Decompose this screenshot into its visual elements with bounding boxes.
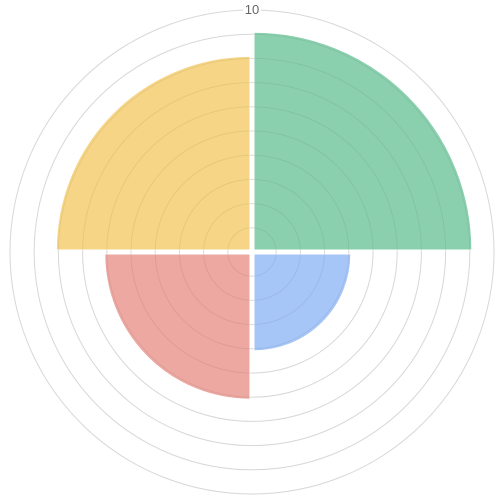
grid-overlay-circle-7 — [82, 82, 422, 422]
grid-circle-3 — [178, 178, 326, 326]
grid-overlay-circle-9 — [33, 33, 471, 471]
tick-label-10: 10 — [245, 2, 259, 17]
tick-label-bg-10 — [243, 2, 261, 16]
grid-overlay-circle-3 — [178, 178, 326, 326]
grid-overlay-circle-5 — [130, 130, 374, 374]
slice-top-right[interactable] — [253, 31, 473, 251]
grid-circle-1 — [227, 227, 277, 277]
grid-circle-4 — [154, 154, 350, 350]
tick-labels: 10 — [243, 2, 261, 17]
grid-overlay-circle-1 — [227, 227, 277, 277]
grid-circle-6 — [106, 106, 398, 398]
grid-circle-5 — [130, 130, 374, 374]
grid-circle-9 — [33, 33, 471, 471]
slices — [9, 9, 495, 495]
grid-overlay-circle-2 — [203, 203, 301, 301]
slice-bottom-left[interactable] — [104, 253, 251, 400]
grid-overlay-circle-8 — [57, 57, 447, 447]
grid-circle-7 — [82, 82, 422, 422]
grid-overlay-circle-4 — [154, 154, 350, 350]
slice-top-left[interactable] — [55, 55, 251, 251]
slice-bottom-right[interactable] — [253, 253, 352, 352]
grid-circle-8 — [57, 57, 447, 447]
grid-circle-2 — [203, 203, 301, 301]
grid-overlay-circle-6 — [106, 106, 398, 398]
